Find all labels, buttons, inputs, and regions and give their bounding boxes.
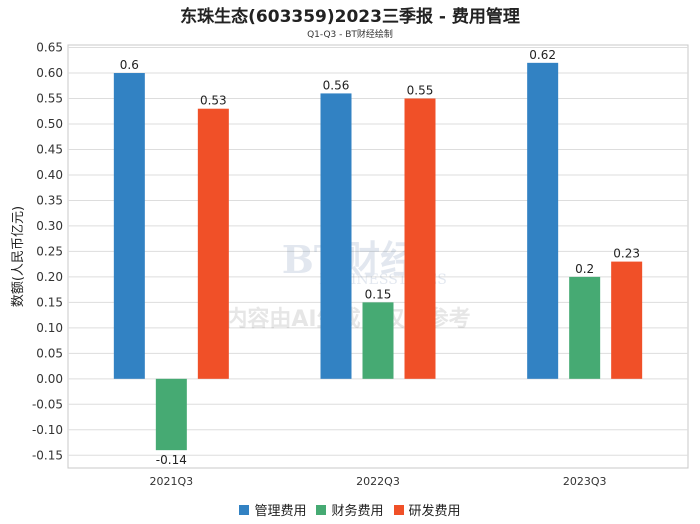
legend: 管理费用 财务费用 研发费用 xyxy=(0,500,700,519)
data-label: 0.53 xyxy=(200,94,227,108)
data-label: 0.2 xyxy=(575,262,594,276)
y-tick-label: 0.10 xyxy=(36,321,63,335)
chart-subtitle: Q1-Q3 - BT财经绘制 xyxy=(307,30,393,40)
bar xyxy=(569,276,601,379)
data-label: 0.15 xyxy=(365,287,392,301)
chart-title: 东珠生态(603359)2023三季报 - 费用管理 xyxy=(180,7,520,27)
y-tick-label: -0.10 xyxy=(32,423,63,437)
y-tick-label: 0.40 xyxy=(36,168,63,182)
y-tick-label: 0.50 xyxy=(36,117,63,131)
legend-item: 管理费用 xyxy=(239,500,306,519)
plot-frame xyxy=(67,44,689,469)
y-tick-label: 0.60 xyxy=(36,66,63,80)
data-label: 0.55 xyxy=(407,84,434,98)
bar xyxy=(527,62,559,379)
y-tick-label: 0.05 xyxy=(36,346,63,360)
bar xyxy=(362,302,394,379)
legend-item: 研发费用 xyxy=(393,500,461,519)
legend-swatch xyxy=(239,504,250,515)
y-tick-label: 0.15 xyxy=(36,295,63,309)
y-tick-label: 0.45 xyxy=(36,142,63,156)
x-tick-label: 2022Q3 xyxy=(356,475,400,488)
y-tick-label: 0.25 xyxy=(36,244,63,258)
bar xyxy=(155,378,187,451)
y-tick-label: -0.15 xyxy=(32,448,63,462)
bar xyxy=(197,108,229,379)
data-label: -0.14 xyxy=(156,453,187,467)
legend-swatch xyxy=(393,504,404,515)
x-tick-label: 2023Q3 xyxy=(563,475,607,488)
legend-label: 研发费用 xyxy=(408,504,461,519)
bar xyxy=(611,261,643,379)
y-tick-label: 0.20 xyxy=(36,270,63,284)
y-tick-label: 0.55 xyxy=(36,92,63,106)
data-label: 0.62 xyxy=(529,48,556,62)
y-tick-label: -0.05 xyxy=(32,397,63,411)
legend-label: 管理费用 xyxy=(254,504,307,519)
y-axis-label: 数额(人民币亿元) xyxy=(11,206,26,307)
legend-swatch xyxy=(316,504,327,515)
bar xyxy=(404,98,436,379)
legend-item: 财务费用 xyxy=(316,500,384,519)
y-tick-label: 0.35 xyxy=(36,193,63,207)
bar xyxy=(113,73,145,379)
data-label: 0.56 xyxy=(323,78,350,92)
y-tick-label: 0.30 xyxy=(36,219,63,233)
legend-label: 财务费用 xyxy=(331,504,384,519)
x-tick-label: 2021Q3 xyxy=(150,475,194,488)
y-tick-label: 0.65 xyxy=(36,41,63,55)
data-label: 0.6 xyxy=(120,58,139,72)
y-tick-label: 0.00 xyxy=(36,372,63,386)
data-label: 0.23 xyxy=(613,247,640,261)
bar xyxy=(320,93,352,379)
